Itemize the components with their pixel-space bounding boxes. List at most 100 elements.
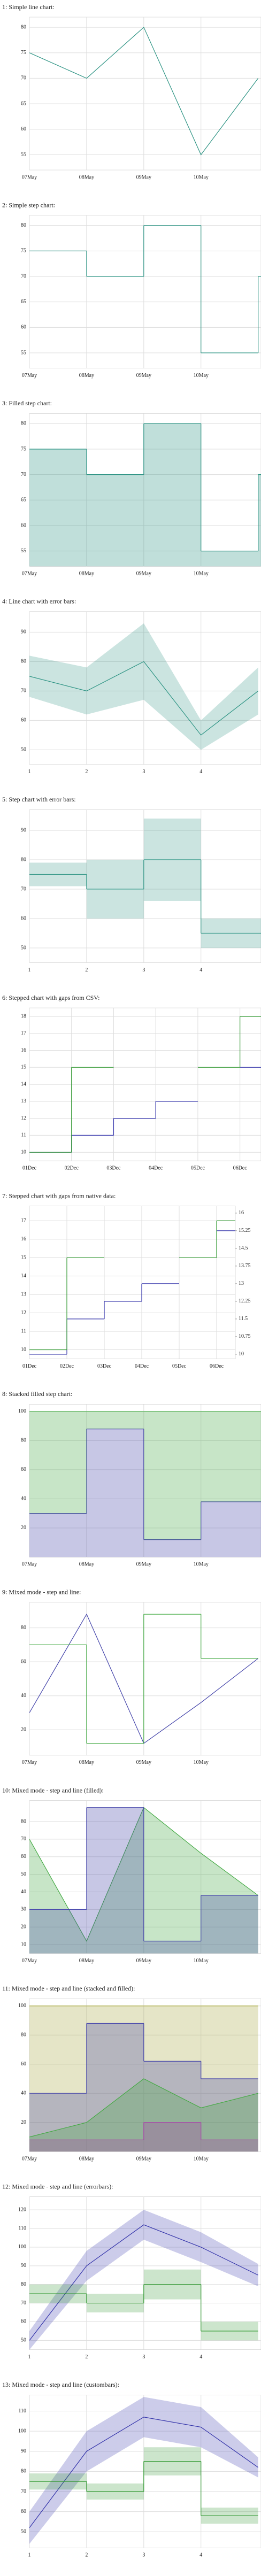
x-tick-label: 07May bbox=[22, 174, 37, 180]
y-tick-label: 13 bbox=[21, 1098, 26, 1104]
chart-title: 8: Stacked filled step chart: bbox=[2, 1390, 72, 1398]
plot bbox=[29, 1807, 259, 1954]
chart: 2: Simple step chart: 55 60 65 70 75 80 07May 08… bbox=[2, 201, 261, 379]
y-tick-label: 65 bbox=[21, 497, 26, 503]
x-tick-label: 10May bbox=[194, 1760, 209, 1765]
y-tick-label: 100 bbox=[18, 2003, 26, 2009]
chart: 5: Step chart with error bars: 50 60 70 80 90… bbox=[2, 796, 261, 973]
y2-tick-label: 15.25 bbox=[239, 1228, 251, 1233]
y-tick-label: 70 bbox=[21, 273, 26, 279]
chart: 11: Mixed mode - step and line (stacked … bbox=[2, 1985, 261, 2162]
y-tick-label: 75 bbox=[21, 446, 26, 452]
x-tick-label: 08May bbox=[79, 571, 94, 577]
plot bbox=[29, 2210, 258, 2350]
x-tick-label: 4 bbox=[199, 769, 202, 775]
chart-title: 9: Mixed mode - step and line: bbox=[2, 1588, 81, 1596]
step-fill bbox=[29, 2140, 87, 2152]
y-tick-label: 80 bbox=[21, 1438, 26, 1444]
x-tick-label: 3 bbox=[142, 2552, 145, 2558]
y-tick-label: 60 bbox=[21, 718, 26, 723]
y-tick-label: 30 bbox=[21, 1907, 26, 1912]
y-tick-label: 110 bbox=[18, 2408, 26, 2414]
y2-tick-label: 13.75 bbox=[239, 1263, 251, 1269]
y-tick-label: 60 bbox=[21, 915, 26, 921]
y-tick-label: 40 bbox=[21, 1889, 26, 1895]
y-tick-label: 70 bbox=[21, 2300, 26, 2306]
step-fill bbox=[86, 474, 144, 567]
chart: 7: Stepped chart with gaps from native d… bbox=[2, 1192, 251, 1369]
x-tick-label: 2 bbox=[85, 2552, 88, 2558]
y-tick-label: 50 bbox=[21, 2529, 26, 2535]
line bbox=[29, 2078, 258, 2138]
plot bbox=[29, 27, 259, 156]
step-fill bbox=[29, 449, 87, 567]
y-tick-label: 80 bbox=[21, 2469, 26, 2474]
chart-title: 4: Line chart with error bars: bbox=[2, 598, 76, 605]
x-tick-label: 09May bbox=[136, 1760, 151, 1765]
step-fill bbox=[86, 1411, 144, 1429]
chart: 6: Stepped chart with gaps from CSV: 10 11… bbox=[2, 994, 261, 1171]
x-tick-label: 3 bbox=[142, 769, 145, 775]
y2-tick-label: 16 bbox=[239, 1210, 244, 1216]
x-tick-label: 4 bbox=[199, 2552, 202, 2558]
plot-area bbox=[29, 2196, 261, 2350]
chart: 8: Stacked filled step chart: 20 40 60 80 100… bbox=[2, 1390, 261, 1568]
x-tick-label: 07May bbox=[22, 373, 37, 379]
step-fill bbox=[86, 2006, 144, 2152]
step-fill bbox=[143, 1411, 201, 1540]
y-tick-label: 70 bbox=[21, 472, 26, 477]
y-tick-label: 10 bbox=[21, 1941, 26, 1947]
y-tick-label: 90 bbox=[21, 2263, 26, 2269]
y-tick-label: 100 bbox=[18, 1408, 26, 1414]
x-tick-label: 08May bbox=[79, 1760, 94, 1765]
x-tick-label: 07May bbox=[22, 1562, 37, 1568]
chart: 13: Mixed mode - step and line (customba… bbox=[2, 2381, 261, 2558]
plot bbox=[29, 1016, 261, 1153]
y-tick-label: 80 bbox=[21, 857, 26, 862]
y2-tick-label: 10.75 bbox=[239, 1333, 251, 1339]
y-tick-label: 60 bbox=[21, 2319, 26, 2325]
plot bbox=[29, 1613, 259, 1744]
x-tick-label: 07May bbox=[22, 571, 37, 577]
x-tick-label: 08May bbox=[79, 174, 94, 180]
y-tick-label: 17 bbox=[21, 1030, 26, 1036]
plot-area bbox=[29, 215, 261, 368]
chart: 3: Filled step chart: 55 60 65 70 75 80 07May 08… bbox=[2, 399, 261, 577]
y-tick-label: 11 bbox=[21, 1132, 26, 1138]
y-tick-label: 15 bbox=[21, 1254, 26, 1260]
y-tick-label: 60 bbox=[21, 522, 26, 528]
x-tick-label: 09May bbox=[136, 1958, 151, 1964]
x-tick-label: 01Dec bbox=[22, 1165, 37, 1171]
x-tick-label: 07May bbox=[22, 1958, 37, 1964]
y-tick-label: 40 bbox=[21, 2090, 26, 2096]
x-tick-label: 06Dec bbox=[210, 1363, 224, 1369]
plot-area bbox=[29, 17, 261, 171]
y-tick-label: 13 bbox=[21, 1291, 26, 1297]
y-tick-label: 10 bbox=[21, 1347, 26, 1353]
y-tick-label: 60 bbox=[21, 1854, 26, 1860]
x-tick-label: 09May bbox=[136, 2156, 151, 2162]
y-tick-label: 40 bbox=[21, 1496, 26, 1502]
step-fill bbox=[201, 1895, 258, 1954]
step-fill bbox=[201, 1501, 261, 1557]
x-tick-label: 1 bbox=[28, 967, 31, 973]
plot-area bbox=[29, 1602, 261, 1756]
y-tick-label: 80 bbox=[21, 659, 26, 665]
y2-tick-label: 10 bbox=[239, 1351, 244, 1357]
x-tick-label: 1 bbox=[28, 2552, 31, 2558]
y-tick-label: 50 bbox=[21, 747, 26, 753]
y-tick-label: 75 bbox=[21, 248, 26, 254]
chart-title: 2: Simple step chart: bbox=[2, 201, 55, 209]
plot bbox=[29, 1411, 261, 1557]
chart-title: 13: Mixed mode - step and line (customba… bbox=[2, 2381, 119, 2388]
x-tick-label: 07May bbox=[22, 1760, 37, 1765]
x-tick-label: 10May bbox=[194, 2156, 209, 2162]
step-fill bbox=[29, 1513, 87, 1557]
y-tick-label: 50 bbox=[21, 2338, 26, 2343]
y-tick-label: 20 bbox=[21, 1924, 26, 1930]
y-tick-label: 14 bbox=[21, 1273, 26, 1279]
x-tick-label: 03Dec bbox=[97, 1363, 112, 1369]
plot bbox=[29, 1220, 235, 1355]
y-tick-label: 20 bbox=[21, 2119, 26, 2125]
chart-title: 7: Stepped chart with gaps from native d… bbox=[2, 1192, 116, 1199]
